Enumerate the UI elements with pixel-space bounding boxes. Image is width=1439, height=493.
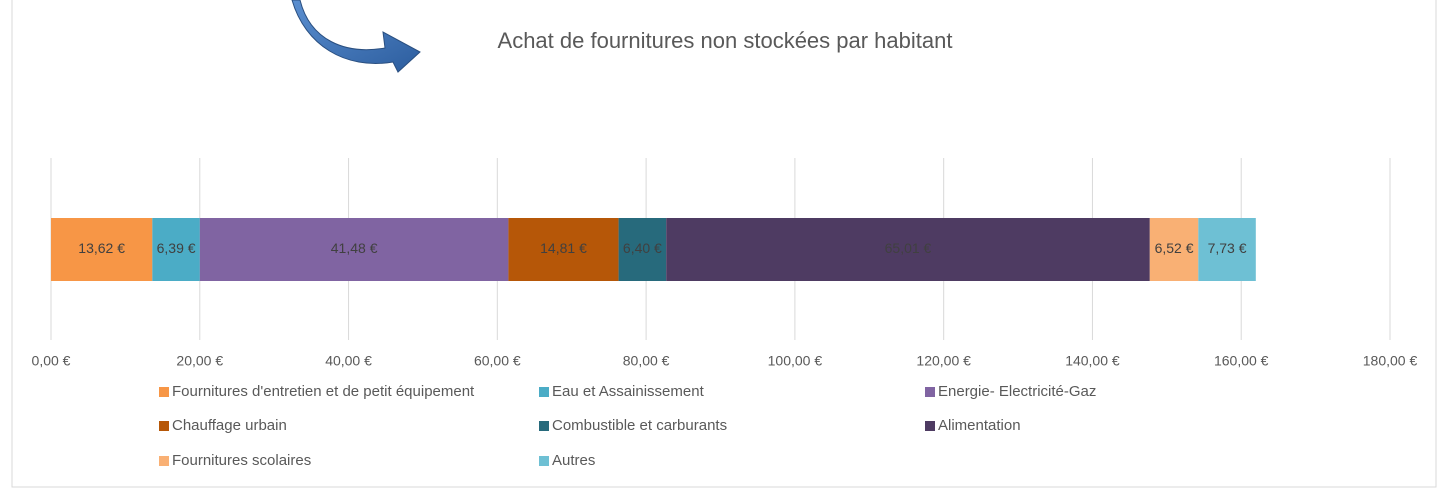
bar-segment bbox=[199, 218, 509, 281]
x-tick-label: 140,00 € bbox=[1065, 353, 1120, 369]
data-label: 7,73 € bbox=[1208, 240, 1247, 256]
legend-label: Energie- Electricité-Gaz bbox=[938, 383, 1096, 400]
data-label: 14,81 € bbox=[540, 240, 587, 256]
chart-title: Achat de fournitures non stockées par ha… bbox=[498, 28, 953, 53]
legend-swatch bbox=[159, 387, 169, 397]
legend-label: Autres bbox=[552, 452, 595, 469]
data-label: 6,52 € bbox=[1155, 240, 1194, 256]
data-label: 13,62 € bbox=[78, 240, 125, 256]
legend-swatch bbox=[539, 456, 549, 466]
bar-segment bbox=[666, 218, 1150, 281]
x-tick-label: 20,00 € bbox=[176, 353, 223, 369]
bar-segment bbox=[1149, 218, 1199, 281]
legend-swatch bbox=[539, 421, 549, 431]
bar-segment bbox=[1198, 218, 1256, 281]
x-tick-label: 160,00 € bbox=[1214, 353, 1269, 369]
data-label: 6,40 € bbox=[623, 240, 662, 256]
legend-label: Eau et Assainissement bbox=[552, 383, 705, 400]
data-label: 6,39 € bbox=[157, 240, 196, 256]
data-label: 41,48 € bbox=[331, 240, 378, 256]
bar-segment bbox=[152, 218, 200, 281]
legend-swatch bbox=[159, 456, 169, 466]
x-tick-label: 80,00 € bbox=[623, 353, 670, 369]
bar-segment bbox=[508, 218, 619, 281]
arrow bbox=[291, 0, 421, 73]
x-tick-label: 100,00 € bbox=[768, 353, 823, 369]
legend-swatch bbox=[925, 421, 935, 431]
legend-label: Fournitures scolaires bbox=[172, 452, 311, 469]
legend-label: Alimentation bbox=[938, 417, 1021, 434]
x-tick-label: 0,00 € bbox=[32, 353, 71, 369]
legend-swatch bbox=[159, 421, 169, 431]
legend-swatch bbox=[539, 387, 549, 397]
x-tick-label: 60,00 € bbox=[474, 353, 521, 369]
legend-label: Chauffage urbain bbox=[172, 417, 287, 434]
x-tick-label: 120,00 € bbox=[916, 353, 971, 369]
legend-label: Fournitures d'entretien et de petit équi… bbox=[172, 383, 475, 400]
bar-segment bbox=[618, 218, 667, 281]
legend-label: Combustible et carburants bbox=[552, 417, 727, 434]
data-label: 65,01 € bbox=[885, 240, 932, 256]
bar-segment bbox=[51, 218, 153, 281]
x-tick-label: 40,00 € bbox=[325, 353, 372, 369]
x-tick-label: 180,00 € bbox=[1363, 353, 1418, 369]
legend-swatch bbox=[925, 387, 935, 397]
